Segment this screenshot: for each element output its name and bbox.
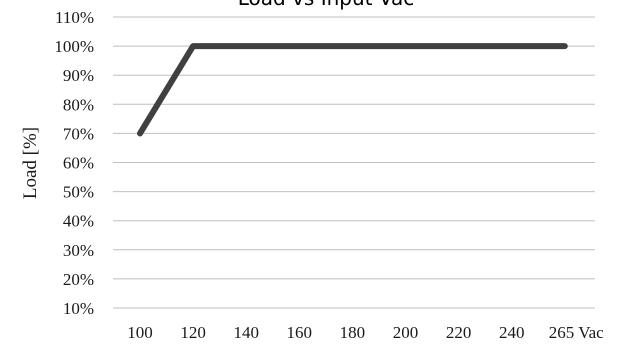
x-tick-labels: 100 120 140 160 180 200 220 240 265 Vac bbox=[127, 323, 604, 342]
y-tick-label: 70% bbox=[63, 124, 94, 143]
x-tick-label: 140 bbox=[233, 323, 259, 342]
y-tick-labels: 10% 20% 30% 40% 50% 60% 70% 80% 90% 100% 110% bbox=[54, 8, 94, 318]
y-tick-label: 40% bbox=[63, 212, 94, 231]
y-axis-title: Load [%] bbox=[20, 127, 41, 199]
x-tick-label: 180 bbox=[340, 323, 366, 342]
y-tick-label: 90% bbox=[63, 66, 94, 85]
y-tick-label: 30% bbox=[63, 241, 94, 260]
x-tick-label: 120 bbox=[180, 323, 206, 342]
x-tick-label: 220 bbox=[446, 323, 472, 342]
y-tick-label: 100% bbox=[54, 37, 94, 56]
y-tick-label: 10% bbox=[63, 299, 94, 318]
series-layer bbox=[137, 43, 568, 137]
y-tick-label: 20% bbox=[63, 270, 94, 289]
chart-title: Load vs Input Vac bbox=[238, 0, 414, 10]
y-tick-label: 50% bbox=[63, 183, 94, 202]
x-tick-label: 160 bbox=[287, 323, 313, 342]
x-tick-label: 100 bbox=[127, 323, 153, 342]
y-tick-label: 60% bbox=[63, 154, 94, 173]
y-tick-label: 110% bbox=[55, 8, 94, 27]
series-line-0 bbox=[137, 43, 568, 137]
y-tick-label: 80% bbox=[63, 95, 94, 114]
x-tick-label: 240 bbox=[499, 323, 525, 342]
x-tick-label: 265 Vac bbox=[549, 323, 604, 342]
x-tick-label: 200 bbox=[393, 323, 419, 342]
